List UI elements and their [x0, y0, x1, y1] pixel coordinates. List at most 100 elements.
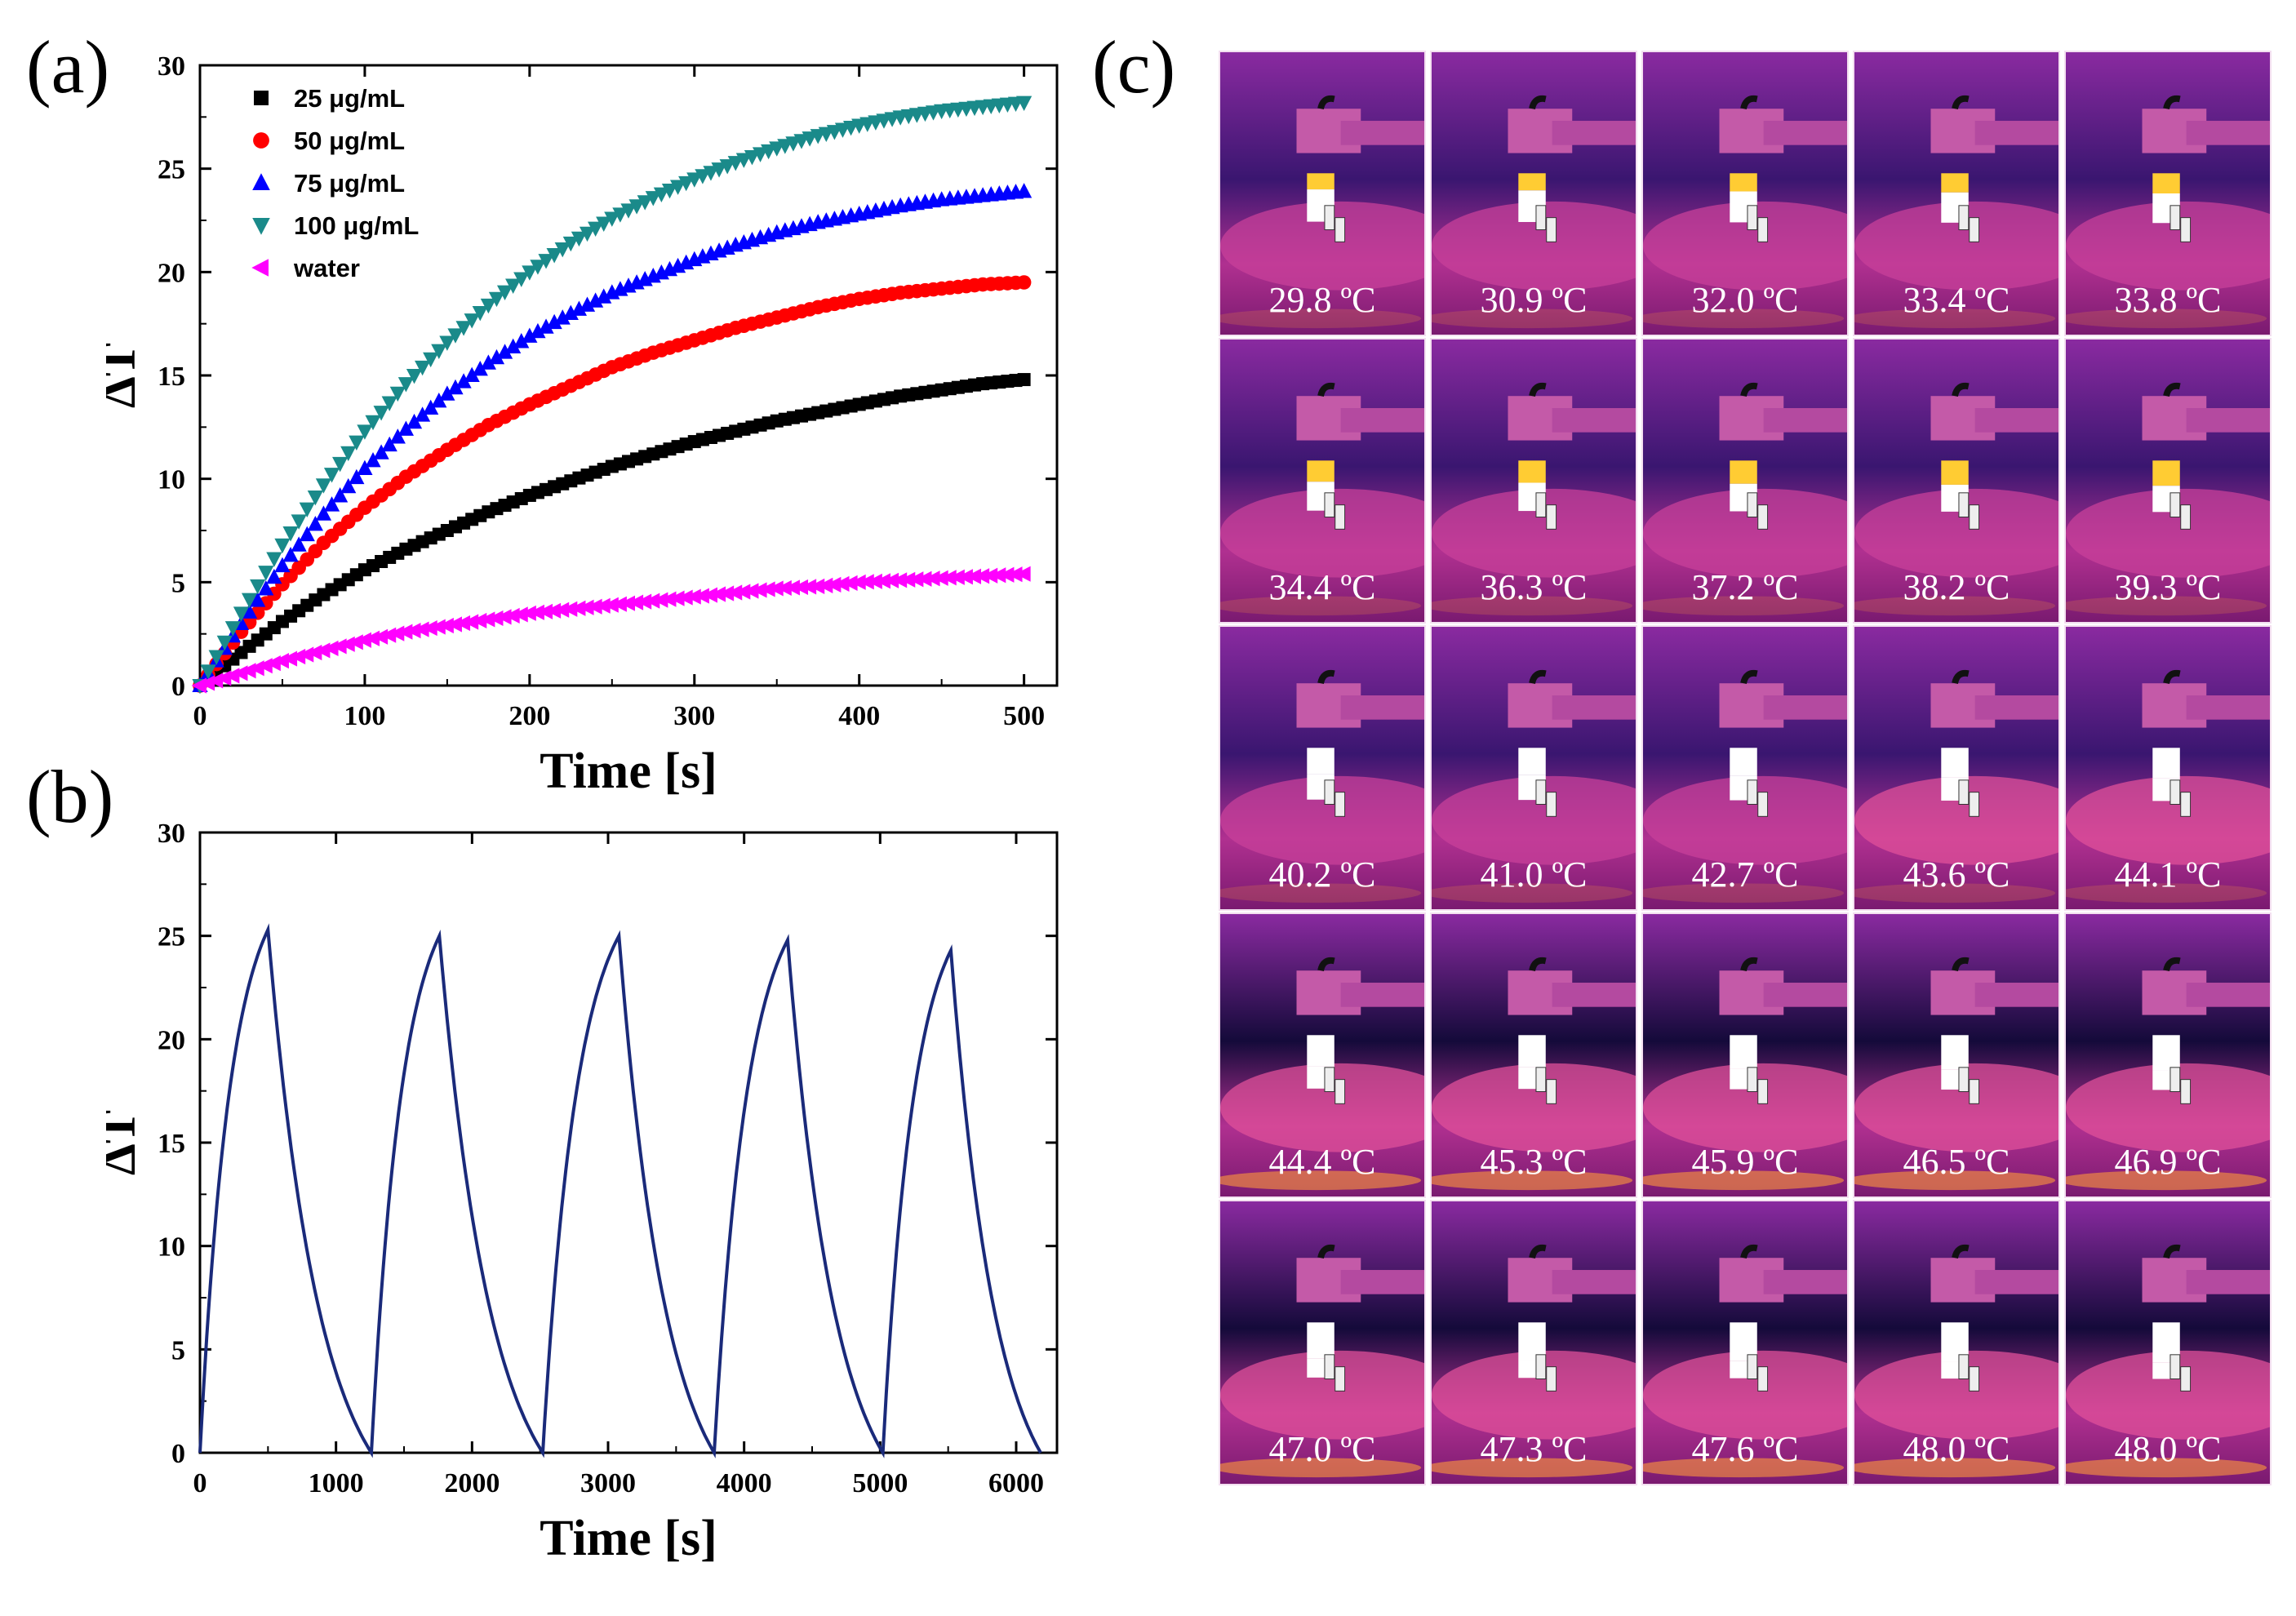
chart-b-y-tick-label: 5: [171, 1335, 185, 1365]
chart-a-point: [653, 187, 669, 202]
thermal-image-tile: 38.2 ºC: [1853, 338, 2060, 624]
chart-b-x-tick-label: 4000: [717, 1468, 772, 1498]
thermal-image: [1643, 914, 1847, 1196]
thermal-image: [2066, 914, 2270, 1196]
legend-label-1: 50 μg/mL: [294, 127, 405, 155]
thermal-image: [2066, 627, 2270, 909]
thermal-temperature-label: 40.2 ºC: [1268, 855, 1376, 895]
chart-a-point: [859, 574, 874, 590]
chart-a-point: [562, 236, 579, 252]
chart-a-point: [504, 607, 520, 624]
legend-marker-1: [253, 132, 269, 149]
thermal-image: [1220, 1201, 1424, 1484]
chart-a-point: [431, 344, 447, 359]
chart-a-point: [307, 490, 323, 506]
chart-a-x-axis-title: Time [s]: [540, 744, 717, 799]
chart-a-point: [554, 309, 571, 325]
chart-a-point: [356, 632, 371, 648]
chart-a-point: [1016, 275, 1032, 290]
chart-a-point: [274, 557, 291, 573]
thermal-image: [2066, 1201, 2270, 1484]
thermal-image-tile: 42.7 ºC: [1641, 625, 1849, 911]
chart-a-point: [620, 203, 637, 219]
chart-a-point: [290, 648, 306, 665]
chart-a-point: [488, 349, 505, 365]
chart-a-point: [669, 180, 686, 195]
thermal-image-tile: 47.6 ºC: [1641, 1200, 1849, 1485]
chart-a-y-tick-label: 5: [171, 568, 185, 598]
thermal-temperature-label: 32.0 ºC: [1691, 280, 1799, 320]
chart-a-point: [760, 581, 775, 597]
thermal-image-tile: 40.2 ºC: [1219, 625, 1426, 911]
chart-a-point: [513, 272, 530, 287]
chart-b-series-line: [198, 923, 1042, 1458]
chart-a-point: [471, 612, 487, 629]
chart-a-point: [538, 318, 554, 334]
thermal-temperature-label: 42.7 ºC: [1691, 855, 1799, 895]
thermal-temperature-label: 47.0 ºC: [1268, 1429, 1376, 1469]
legend-label-0: 25 μg/mL: [294, 84, 405, 113]
chart-a-point: [479, 611, 495, 628]
thermal-temperature-label: 48.0 ºC: [1903, 1429, 2010, 1469]
thermal-image: [1854, 627, 2058, 909]
thermal-temperature-label: 44.1 ºC: [2114, 855, 2222, 895]
chart-b-y-tick-label: 25: [158, 922, 185, 952]
chart-a-point: [990, 567, 1006, 584]
chart-a-point: [694, 588, 709, 604]
chart-a-series-0: [193, 373, 1031, 692]
chart-a-point: [431, 393, 447, 408]
chart-a-point: [809, 578, 825, 594]
chart-a-point: [752, 582, 767, 598]
chart-a-point: [258, 566, 274, 581]
chart-a-y-tick-label: 25: [158, 155, 185, 185]
chart-a-series-4: [191, 566, 1031, 694]
chart-a-point: [439, 335, 455, 351]
thermal-image-tile: 32.0 ºC: [1641, 51, 1849, 336]
chart-a-y-tick-label: 20: [158, 258, 185, 288]
chart-a-point: [291, 536, 307, 552]
chart-a-point: [406, 623, 421, 639]
chart-a-point: [505, 338, 522, 354]
chart-a-point: [620, 595, 635, 611]
chart-a-x-tick-label: 300: [673, 701, 715, 731]
chart-a-point: [282, 526, 299, 542]
thermal-image: [1643, 627, 1847, 909]
chart-a-point: [867, 573, 882, 589]
thermal-image: [1432, 1201, 1636, 1484]
chart-a-point: [596, 216, 612, 232]
chart-a-point: [323, 468, 340, 483]
chart-a-point: [850, 574, 866, 590]
chart-a-point: [917, 570, 932, 587]
legend-label-4: water: [293, 254, 360, 282]
chart-a-point: [250, 592, 266, 607]
chart-a-point: [612, 207, 628, 223]
chart-a-point: [348, 634, 363, 650]
chart-a-point: [414, 406, 431, 422]
chart-a-point: [703, 166, 719, 181]
thermal-image: [1220, 340, 1424, 622]
thermal-image: [1220, 914, 1424, 1196]
chart-a-point: [291, 514, 307, 530]
legend-marker-3: [252, 218, 270, 235]
thermal-image: [1643, 1201, 1847, 1484]
chart-a-point: [472, 305, 488, 322]
chart-a-y-tick-label: 0: [171, 672, 185, 702]
chart-a-point: [710, 586, 726, 602]
chart-b-x-tick-label: 0: [193, 1468, 207, 1498]
chart-a-point: [966, 568, 982, 584]
chart-a-point: [241, 593, 258, 609]
chart-a-point: [579, 226, 596, 242]
thermal-image: [1220, 52, 1424, 335]
thermal-image-tile: 48.0 ºC: [1853, 1200, 2060, 1485]
thermal-image-tile: 39.3 ºC: [2064, 338, 2272, 624]
chart-a-point: [636, 593, 652, 610]
chart-a-point: [637, 195, 653, 211]
thermal-temperature-label: 48.0 ºC: [2114, 1429, 2222, 1469]
chart-a-point: [315, 642, 331, 659]
chart-a-point: [365, 415, 381, 431]
chart-a-point: [381, 436, 397, 452]
thermal-temperature-label: 47.3 ºC: [1480, 1429, 1588, 1469]
chart-a-x-tick-label: 200: [508, 701, 550, 731]
thermal-temperature-label: 33.4 ºC: [1903, 280, 2010, 320]
thermal-image: [1432, 914, 1636, 1196]
